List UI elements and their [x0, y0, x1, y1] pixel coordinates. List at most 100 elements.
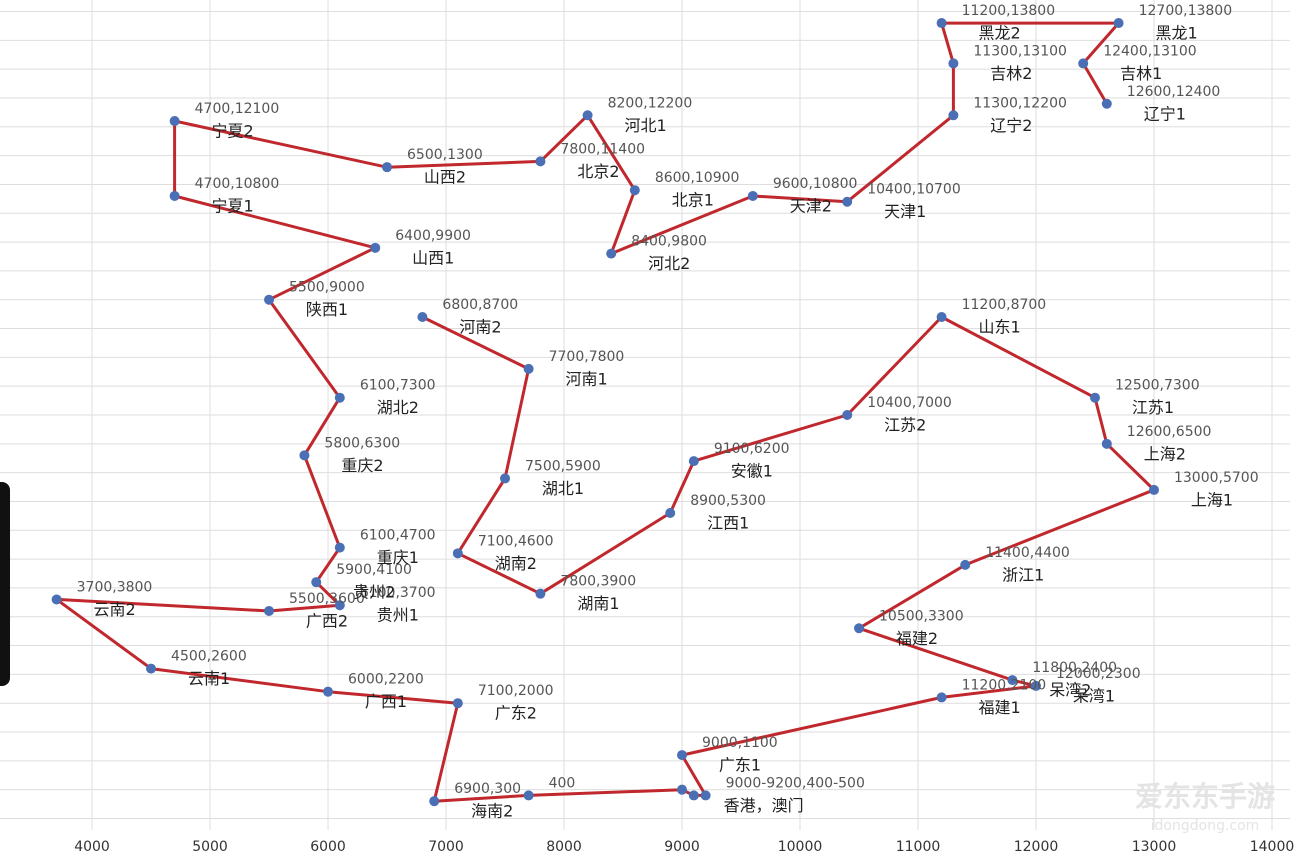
point-name: 浙江1	[1002, 565, 1044, 584]
x-tick-label: 5000	[192, 839, 228, 855]
data-point	[747, 190, 758, 201]
point-name: 陕西1	[306, 300, 348, 319]
x-tick-label: 6000	[310, 839, 346, 855]
data-point	[334, 542, 345, 553]
labels: 4000 5000 6000 7000 8000 9000 10000 11000 12000 1…	[74, 3, 1294, 855]
point-name: 北京1	[672, 191, 714, 210]
coord-label: 9600,10800	[773, 176, 858, 192]
coord-label: 9100,6200	[714, 441, 790, 457]
coord-label: 6100,3700	[360, 585, 436, 601]
coord-label: 9000,1100	[702, 735, 778, 751]
data-point	[334, 392, 345, 403]
x-tick-label: 9000	[664, 839, 700, 855]
data-point	[169, 116, 180, 127]
coord-label: 5500,3600	[289, 591, 365, 607]
point-name: 吉林2	[990, 64, 1032, 83]
point-name: 上海1	[1191, 490, 1233, 509]
data-point	[535, 156, 546, 167]
coord-label: 10500,3300	[879, 608, 964, 624]
x-tick-label: 11000	[896, 839, 941, 855]
coord-label: 6500,1300	[407, 147, 483, 163]
data-point	[700, 790, 711, 801]
data-point	[1031, 680, 1042, 691]
point-name: 湖北1	[542, 479, 584, 498]
data-point	[146, 663, 157, 674]
point-name: 湖北2	[377, 398, 419, 417]
x-tick-label: 13000	[1132, 839, 1177, 855]
data-point	[417, 312, 428, 323]
side-handle	[0, 482, 10, 686]
coord-label: 8200,12200	[608, 95, 693, 111]
point-name: 呆湾1	[1073, 686, 1115, 705]
coord-label: 4500,2600	[171, 649, 247, 665]
point-name: 广西1	[365, 692, 407, 711]
coord-label: 7500,5900	[525, 458, 601, 474]
data-point	[299, 450, 310, 461]
point-name: 黑龙2	[979, 24, 1021, 43]
data-point	[370, 242, 381, 253]
data-point	[323, 686, 334, 697]
coord-label: 11300,12200	[973, 95, 1067, 111]
coord-label: 7100,2000	[478, 683, 554, 699]
data-point	[1148, 484, 1159, 495]
point-name: 江苏2	[884, 416, 926, 435]
data-point	[948, 110, 959, 121]
data-point	[334, 600, 345, 611]
point-name: 天津2	[790, 196, 832, 215]
point-name: 宁夏2	[212, 122, 254, 141]
data-point	[1078, 58, 1089, 69]
data-point	[264, 294, 275, 305]
coord-label: 5500,9000	[289, 280, 365, 296]
point-name: 安徽1	[731, 462, 773, 481]
coord-label: 9000-9200,400-500	[726, 775, 865, 791]
data-point	[677, 750, 688, 761]
data-point	[523, 790, 534, 801]
coord-label: 7100,4600	[478, 533, 554, 549]
point-name: 云南1	[188, 669, 230, 688]
point-name: 湖南2	[495, 554, 537, 573]
coord-label: 12400,13100	[1103, 43, 1197, 59]
x-tick-label: 7000	[428, 839, 464, 855]
watermark-url: idongdong.com	[1151, 818, 1260, 834]
coord-label: 5800,6300	[324, 435, 400, 451]
coord-label: 4700,10800	[195, 176, 280, 192]
coord-label: 400	[549, 775, 576, 791]
point-name: 江苏1	[1132, 398, 1174, 417]
x-tick-label: 4000	[74, 839, 110, 855]
point-name: 重庆2	[341, 456, 383, 475]
data-point	[1101, 98, 1112, 109]
coord-label: 7800,3900	[560, 574, 636, 590]
point-name: 重庆1	[377, 548, 419, 567]
data-point	[936, 312, 947, 323]
coord-label: 11200,13800	[962, 3, 1056, 19]
watermark: 爱东东手游	[1135, 780, 1275, 813]
x-tick-label: 10000	[778, 839, 823, 855]
data-point	[535, 588, 546, 599]
point-name: 云南2	[94, 600, 136, 619]
coord-label: 12700,13800	[1139, 3, 1233, 19]
coord-label: 8900,5300	[690, 493, 766, 509]
coord-label: 10400,7000	[867, 395, 952, 411]
series-line	[55, 21, 1156, 803]
coord-label: 6800,8700	[442, 297, 518, 313]
coord-label: 11200,8700	[962, 297, 1047, 313]
coord-label: 6000,2200	[348, 672, 424, 688]
point-name: 香港，澳门	[724, 796, 804, 815]
point-name: 河北1	[625, 116, 667, 135]
data-point	[948, 58, 959, 69]
coord-label: 7800,11400	[560, 141, 645, 157]
data-point	[688, 790, 699, 801]
data-point	[688, 456, 699, 467]
data-point	[169, 190, 180, 201]
coord-label: 8400,9800	[631, 234, 707, 250]
point-name: 福建1	[979, 698, 1021, 717]
point-name: 湖南1	[577, 594, 619, 613]
point-name: 黑龙1	[1156, 24, 1198, 43]
point-name: 海南2	[471, 802, 513, 821]
point-name: 宁夏1	[212, 196, 254, 215]
coord-label: 7700,7800	[549, 349, 625, 365]
coord-label: 6100,7300	[360, 378, 436, 394]
point-name: 天津1	[884, 202, 926, 221]
data-point	[500, 473, 511, 484]
